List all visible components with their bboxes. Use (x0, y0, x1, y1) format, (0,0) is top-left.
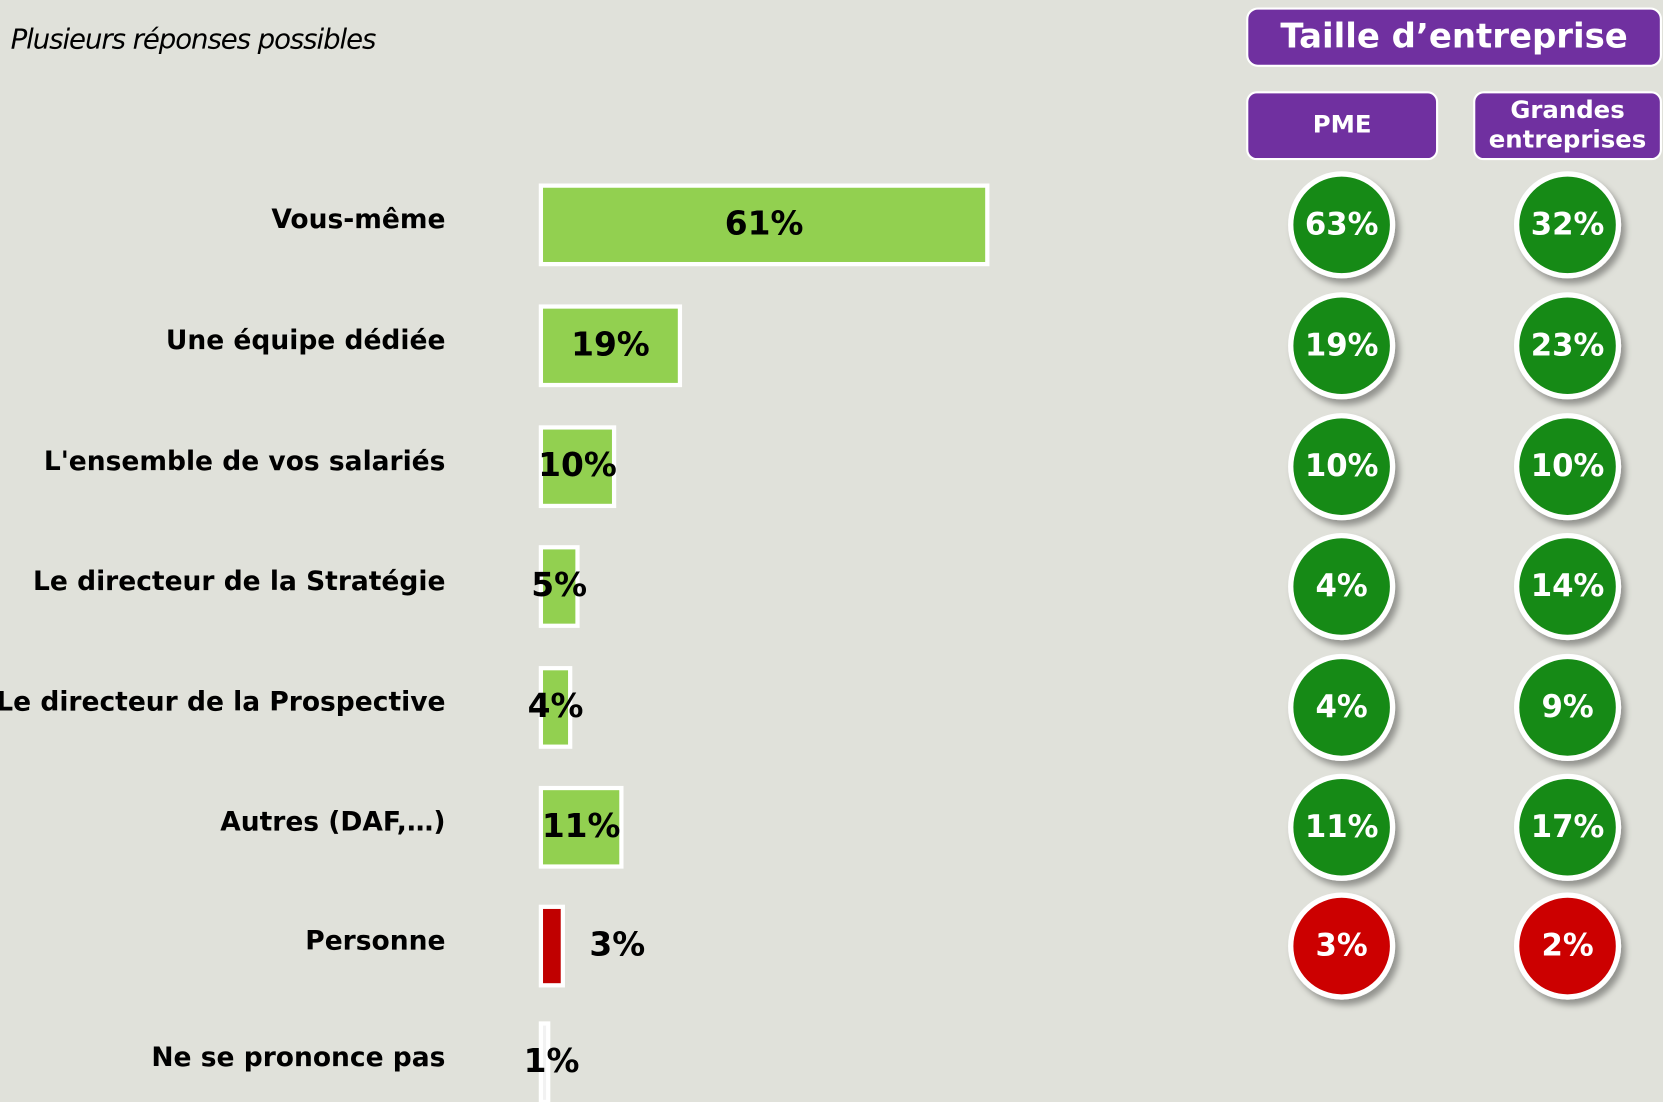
column-header-box (1246, 91, 1439, 161)
value-label: 19% (571, 324, 650, 363)
group-header: Taille d’entreprise (1280, 18, 1627, 57)
value-circle (1513, 892, 1622, 1000)
bar (538, 425, 617, 509)
bar (538, 304, 683, 388)
bar (538, 666, 573, 749)
circle-label: 19% (1305, 327, 1379, 363)
subtitle: Plusieurs réponses possibles (11, 22, 376, 55)
circle-label: 10% (1531, 448, 1605, 484)
value-label: 61% (725, 203, 804, 242)
circle-label: 23% (1531, 327, 1605, 363)
value-circle (1288, 653, 1396, 761)
group-header-box (1246, 7, 1662, 67)
category-label: L'ensemble de vos salariés (44, 446, 446, 477)
circle-label: 17% (1531, 809, 1605, 845)
value-label: 10% (538, 445, 617, 484)
column-header: PME (1312, 111, 1372, 139)
value-label: 1% (524, 1041, 580, 1080)
circle-label: 2% (1541, 928, 1593, 964)
value-circle (1513, 773, 1622, 881)
value-label: 11% (542, 806, 621, 845)
circle-label: 63% (1305, 206, 1379, 242)
value-circle (1513, 653, 1622, 761)
value-circle (1513, 413, 1622, 521)
value-circle (1288, 773, 1396, 881)
column-header-text: PME (1312, 111, 1372, 139)
value-circle (1513, 171, 1622, 279)
category-label: Une équipe dédiée (166, 325, 446, 356)
value-circle (1513, 532, 1622, 641)
value-circle (1288, 413, 1396, 521)
bar (538, 183, 990, 267)
value-circle (1288, 892, 1396, 1000)
category-label: Ne se prononce pas (151, 1042, 445, 1073)
value-circle (1288, 292, 1396, 400)
bar (538, 904, 565, 988)
column-header-box (1473, 91, 1662, 161)
value-circle (1288, 532, 1396, 641)
circle-label: 11% (1305, 809, 1379, 845)
value-circle (1513, 292, 1622, 400)
value-circle (1288, 171, 1396, 279)
bar (538, 785, 624, 869)
value-label: 4% (528, 686, 584, 725)
value-label: 5% (531, 565, 587, 604)
circle-label: 4% (1316, 689, 1368, 725)
category-label: Le directeur de la Prospective (0, 687, 445, 718)
column-header-text: Grandes entreprises (1488, 96, 1647, 154)
category-label: Autres (DAF,…) (220, 807, 445, 838)
circle-label: 14% (1531, 568, 1605, 604)
circle-label: 4% (1316, 568, 1368, 604)
category-label: Personne (305, 925, 445, 956)
column-header: Grandes entreprises (1488, 96, 1647, 154)
circle-label: 9% (1541, 689, 1593, 725)
circle-label: 10% (1305, 448, 1379, 484)
circle-label: 32% (1531, 206, 1605, 242)
category-label: Le directeur de la Stratégie (33, 566, 445, 597)
circle-label: 3% (1316, 928, 1368, 964)
bar (538, 545, 580, 628)
category-label: Vous-même (271, 204, 445, 235)
value-label: 3% (589, 925, 645, 964)
